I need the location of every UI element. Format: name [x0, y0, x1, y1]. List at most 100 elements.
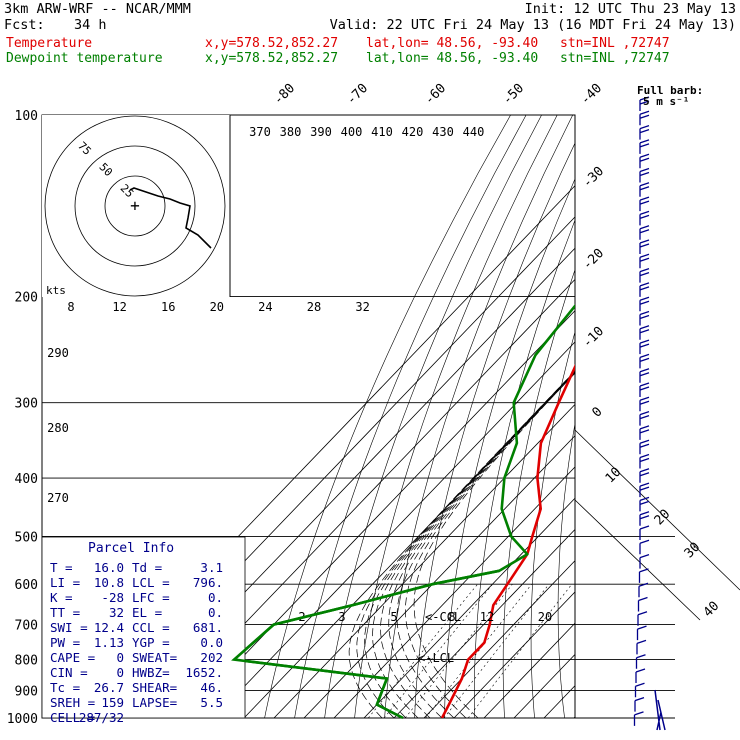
moist-adiabat	[405, 371, 575, 718]
isotherm-label: 20	[652, 507, 674, 529]
parcel-field: CCL =	[132, 620, 170, 635]
wind-barb	[639, 539, 650, 555]
pressure-tick-label: 600	[15, 578, 38, 593]
valid-time: Valid: 22 UTC Fri 24 May 13 (16 MDT Fri …	[329, 17, 736, 33]
parcel-field: 26.7	[94, 680, 124, 695]
wind-barb	[639, 239, 650, 254]
theta-label-lower: 270	[47, 491, 69, 505]
isotherm-line	[483, 622, 575, 718]
wind-barb	[639, 382, 650, 397]
wind-barb	[639, 396, 650, 412]
temperature-xy: x,y=578.52,852.27	[205, 36, 339, 51]
wind-barb	[636, 639, 647, 655]
parcel-field: SWEAT=	[132, 650, 177, 665]
isotherm-line	[183, 310, 575, 718]
parcel-field: YGP =	[132, 635, 170, 650]
mixing-ratio-label: 5	[390, 610, 397, 624]
hodograph-background	[42, 115, 230, 297]
parcel-field: PW =	[50, 635, 80, 650]
wind-barb	[639, 267, 650, 283]
barb-legend-value: 5 m s⁻¹	[643, 95, 689, 108]
parcel-panel-title: Parcel Info	[88, 541, 174, 556]
temperature-legend: Temperature	[6, 36, 93, 51]
mixing-ratio-label: 3	[338, 610, 345, 624]
wind-barb	[637, 611, 648, 626]
profile-line	[232, 303, 575, 718]
isotherm-line	[393, 528, 575, 718]
theta-label: 420	[402, 125, 424, 139]
parcel-field: 1652.	[185, 665, 223, 680]
isotherm-label: 0	[589, 404, 605, 420]
plot-frame	[41, 114, 576, 719]
init-time: Init: 12 UTC Thu 23 May 13	[524, 1, 736, 17]
parcel-field: K =	[50, 590, 73, 605]
dewpoint-latlon: lat,lon= 48.56, -93.40	[366, 51, 539, 66]
wind-barb	[639, 167, 650, 183]
wind-barb	[639, 368, 650, 383]
isotherm-label: 40	[701, 599, 723, 621]
isotherm-label: 10	[603, 465, 625, 487]
wind-barb	[639, 253, 650, 269]
parcel-field: LFC =	[132, 590, 170, 605]
parcel-field: 0.	[208, 605, 223, 620]
wind-barb	[637, 596, 648, 612]
wind-barb	[634, 696, 645, 712]
wind-barb	[639, 468, 650, 483]
moist-adiabat	[413, 372, 575, 718]
wind-barb	[639, 353, 650, 369]
wind-barb	[639, 296, 650, 312]
parcel-field: 681.	[193, 620, 223, 635]
moist-adiabat	[364, 370, 575, 718]
hodograph-trace	[129, 187, 212, 249]
wind-barb	[639, 482, 650, 498]
parcel-field: 0	[116, 650, 124, 665]
hodograph-ring	[104, 175, 166, 237]
pressure-tick-label: 300	[15, 397, 38, 412]
mixing-ratio-label: 8	[448, 610, 455, 624]
dry-adiabat	[610, 115, 697, 718]
dry-adiabat	[474, 219, 575, 718]
parcel-field: 159	[101, 695, 124, 710]
parcel-field: -28	[101, 590, 124, 605]
wind-barb	[635, 668, 646, 683]
wind-barb	[639, 425, 650, 440]
isotherm-label: -80	[271, 81, 298, 108]
isotherm-label: 30	[682, 540, 704, 562]
wind-barb	[639, 282, 650, 297]
wind-barb	[639, 139, 650, 154]
wind-barbs: Full barb:5 m s⁻¹	[633, 84, 703, 731]
wind-barb	[639, 124, 650, 140]
wind-barb	[633, 711, 644, 726]
parcel-field: CELL =	[50, 710, 95, 725]
parcel-field: EL =	[132, 605, 162, 620]
wind-barb	[639, 325, 650, 340]
wind-barb	[639, 511, 650, 526]
dry-adiabat	[384, 115, 573, 718]
parcel-field: T =	[50, 560, 73, 575]
wind-barb	[639, 310, 650, 326]
isotherm-line	[213, 341, 575, 718]
upper-scale-label: 28	[307, 300, 321, 314]
model-title: 3km ARW-WRF -- NCAR/MMM	[4, 1, 191, 17]
pressure-tick-label: 1000	[7, 712, 38, 727]
upper-scale-label: 24	[258, 300, 272, 314]
hodograph-center-mark: +	[130, 196, 140, 215]
wind-barb	[639, 182, 650, 197]
wind-barb	[639, 153, 650, 169]
parcel-field: TT =	[50, 605, 80, 620]
dry-adiabat	[659, 115, 728, 718]
parcel-field: 12.4	[94, 620, 124, 635]
wind-barb	[639, 496, 650, 512]
parcel-field: 46.	[200, 680, 223, 695]
parcel-field: CIN =	[50, 665, 88, 680]
parcel-field: 3.1	[200, 560, 223, 575]
barb-legend-title: Full barb:	[637, 84, 703, 97]
forecast-value: 34 h	[74, 17, 107, 33]
parcel-field: CAPE =	[50, 650, 95, 665]
wind-barb	[639, 410, 650, 426]
theta-label: 400	[341, 125, 363, 139]
mixing-ratio-label: 12	[480, 610, 494, 624]
wind-barb	[639, 96, 650, 111]
wind-barb	[639, 525, 650, 540]
parcel-field: 796.	[193, 575, 223, 590]
